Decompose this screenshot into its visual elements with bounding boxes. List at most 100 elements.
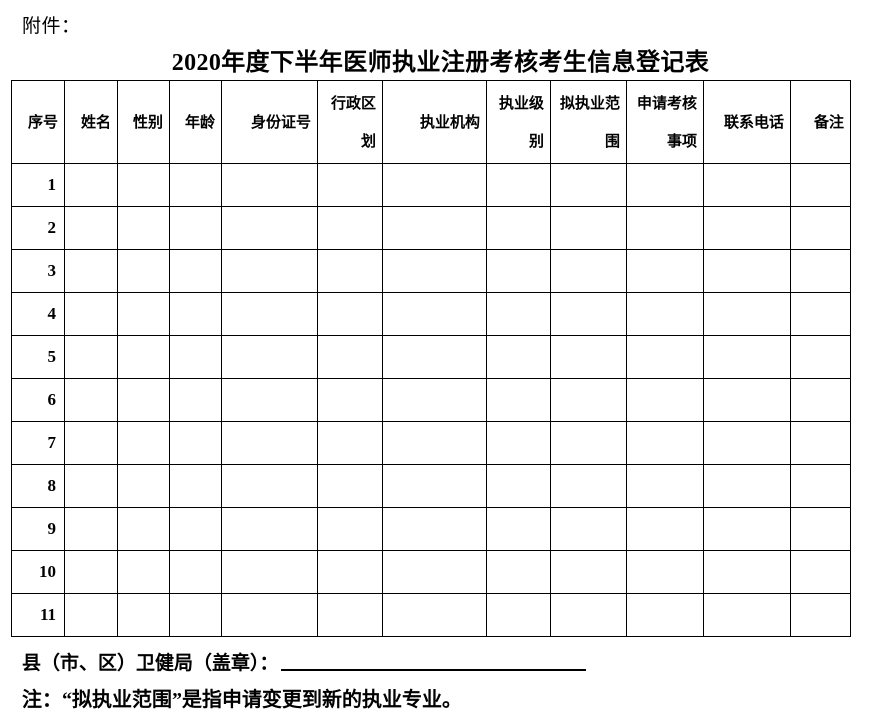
cell-region[interactable] [317,163,383,207]
cell-age[interactable] [169,378,222,422]
cell-id-number[interactable] [221,249,318,293]
cell-region[interactable] [317,335,383,379]
cell-practice-level[interactable] [486,550,551,594]
cell-region[interactable] [317,249,383,293]
cell-phone[interactable] [703,464,791,508]
cell-age[interactable] [169,464,222,508]
cell-remark[interactable] [790,163,851,207]
cell-practice-scope[interactable] [550,507,627,551]
cell-practice-scope[interactable] [550,335,627,379]
seal-blank-rule[interactable] [280,668,586,671]
cell-remark[interactable] [790,378,851,422]
cell-name[interactable] [64,593,118,637]
cell-practice-level[interactable] [486,593,551,637]
cell-region[interactable] [317,292,383,336]
cell-phone[interactable] [703,421,791,465]
cell-id-number[interactable] [221,163,318,207]
cell-name[interactable] [64,507,118,551]
cell-id-number[interactable] [221,550,318,594]
cell-region[interactable] [317,378,383,422]
cell-organization[interactable] [382,593,487,637]
cell-region[interactable] [317,593,383,637]
cell-practice-scope[interactable] [550,421,627,465]
cell-application-items[interactable] [626,292,704,336]
cell-id-number[interactable] [221,421,318,465]
cell-phone[interactable] [703,163,791,207]
cell-practice-level[interactable] [486,249,551,293]
cell-gender[interactable] [117,249,170,293]
cell-organization[interactable] [382,507,487,551]
cell-id-number[interactable] [221,378,318,422]
cell-application-items[interactable] [626,335,704,379]
cell-age[interactable] [169,163,222,207]
cell-age[interactable] [169,550,222,594]
cell-application-items[interactable] [626,206,704,250]
cell-practice-scope[interactable] [550,163,627,207]
cell-practice-level[interactable] [486,335,551,379]
cell-name[interactable] [64,378,118,422]
cell-organization[interactable] [382,292,487,336]
cell-name[interactable] [64,335,118,379]
cell-application-items[interactable] [626,249,704,293]
cell-application-items[interactable] [626,507,704,551]
cell-organization[interactable] [382,464,487,508]
cell-id-number[interactable] [221,593,318,637]
cell-age[interactable] [169,593,222,637]
cell-practice-scope[interactable] [550,206,627,250]
cell-age[interactable] [169,507,222,551]
cell-remark[interactable] [790,593,851,637]
cell-practice-scope[interactable] [550,593,627,637]
cell-remark[interactable] [790,335,851,379]
cell-practice-scope[interactable] [550,550,627,594]
cell-age[interactable] [169,421,222,465]
cell-age[interactable] [169,206,222,250]
cell-region[interactable] [317,464,383,508]
cell-name[interactable] [64,550,118,594]
cell-name[interactable] [64,421,118,465]
cell-name[interactable] [64,292,118,336]
cell-name[interactable] [64,206,118,250]
cell-id-number[interactable] [221,292,318,336]
cell-remark[interactable] [790,206,851,250]
cell-application-items[interactable] [626,550,704,594]
cell-application-items[interactable] [626,378,704,422]
cell-name[interactable] [64,464,118,508]
cell-remark[interactable] [790,464,851,508]
cell-organization[interactable] [382,421,487,465]
cell-id-number[interactable] [221,206,318,250]
cell-remark[interactable] [790,292,851,336]
cell-practice-level[interactable] [486,378,551,422]
cell-id-number[interactable] [221,335,318,379]
cell-gender[interactable] [117,507,170,551]
cell-age[interactable] [169,292,222,336]
cell-phone[interactable] [703,507,791,551]
cell-gender[interactable] [117,421,170,465]
cell-gender[interactable] [117,464,170,508]
cell-id-number[interactable] [221,507,318,551]
cell-organization[interactable] [382,206,487,250]
cell-practice-scope[interactable] [550,464,627,508]
cell-application-items[interactable] [626,464,704,508]
cell-application-items[interactable] [626,421,704,465]
cell-gender[interactable] [117,378,170,422]
cell-remark[interactable] [790,507,851,551]
cell-phone[interactable] [703,292,791,336]
cell-organization[interactable] [382,163,487,207]
cell-remark[interactable] [790,421,851,465]
cell-phone[interactable] [703,206,791,250]
cell-practice-scope[interactable] [550,249,627,293]
cell-age[interactable] [169,335,222,379]
cell-gender[interactable] [117,593,170,637]
cell-gender[interactable] [117,335,170,379]
cell-id-number[interactable] [221,464,318,508]
cell-practice-level[interactable] [486,464,551,508]
cell-age[interactable] [169,249,222,293]
cell-region[interactable] [317,550,383,594]
cell-remark[interactable] [790,550,851,594]
cell-practice-level[interactable] [486,421,551,465]
cell-phone[interactable] [703,593,791,637]
cell-gender[interactable] [117,292,170,336]
cell-name[interactable] [64,249,118,293]
cell-gender[interactable] [117,163,170,207]
cell-practice-level[interactable] [486,163,551,207]
